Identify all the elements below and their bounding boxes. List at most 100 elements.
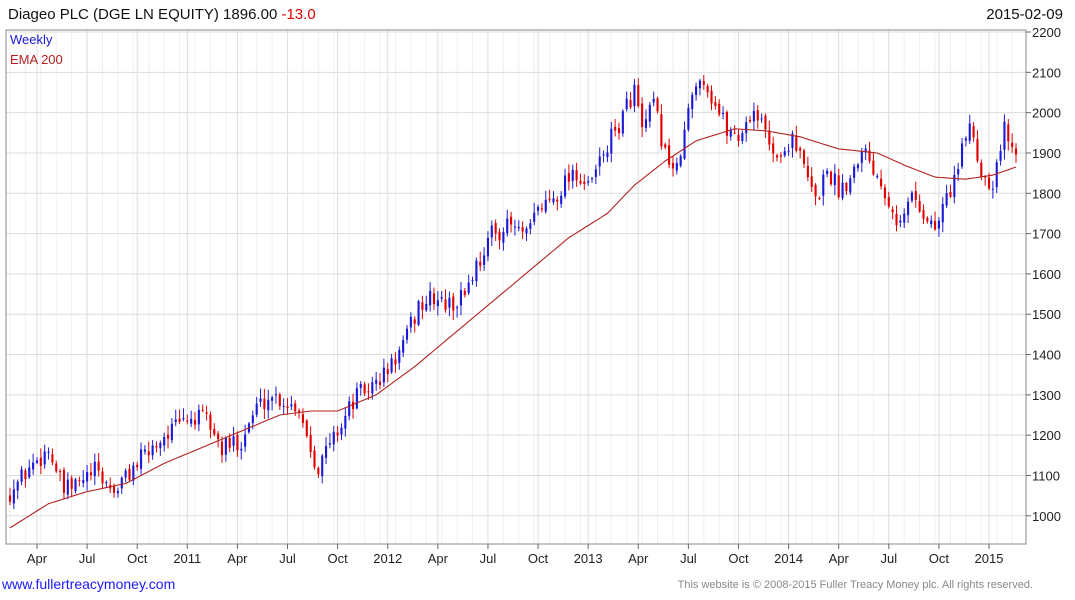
candle-body [259, 398, 262, 402]
candle-body [995, 162, 998, 188]
candle-body [814, 184, 817, 197]
x-axis: Apr Jul Oct 2011 Apr Jul Oct 2012 Apr Jul Oct 2013 A… [27, 544, 1003, 566]
candle-body [941, 203, 944, 223]
candle-body [664, 144, 667, 148]
legend-weekly: Weekly [10, 32, 52, 47]
y-tick-label: 2100 [1032, 65, 1061, 80]
legend-ema-label: EMA 200 [10, 52, 63, 67]
y-tick-label: 2200 [1032, 25, 1061, 40]
candle-body [182, 418, 185, 420]
candle-body [394, 359, 397, 365]
candle-body [957, 168, 960, 175]
candle-body [579, 180, 582, 184]
candle-body [510, 216, 513, 225]
candle-body [432, 293, 436, 305]
candle-body [891, 209, 894, 213]
candle-body [540, 208, 543, 210]
candle-body [70, 478, 73, 489]
x-tick-label: Oct [728, 551, 749, 566]
candle-body [255, 403, 258, 415]
y-tick-label: 1000 [1032, 509, 1061, 524]
candle-body [197, 409, 200, 425]
candle-body [398, 350, 401, 364]
candle-body [714, 102, 717, 106]
candle-body [544, 199, 547, 212]
candle-body [710, 90, 713, 104]
candle-body [826, 170, 829, 174]
candle-body [741, 133, 744, 141]
candle-body [883, 187, 887, 199]
candle-body [82, 480, 85, 483]
candle-body [147, 451, 150, 456]
candle-body [976, 138, 979, 161]
candle-body [463, 290, 466, 295]
candle-body [128, 468, 131, 480]
candle-body [614, 126, 617, 131]
candle-body [116, 490, 119, 494]
candle-body [764, 115, 767, 130]
chart-title: Diageo PLC (DGE LN EQUITY) 1896.00 -13.0 [8, 6, 316, 23]
legend-ema: EMA 200 [10, 52, 63, 67]
candle-body [571, 169, 574, 181]
candle-body [409, 316, 412, 328]
y-tick-label: 1600 [1032, 267, 1061, 282]
candle-body [309, 434, 312, 452]
candle-body [513, 226, 516, 228]
candle-body [668, 145, 671, 165]
candle-body [841, 182, 844, 198]
candle-body [903, 213, 906, 223]
candle-body [1003, 121, 1006, 150]
candle-body [756, 110, 759, 121]
candle-body [479, 261, 482, 266]
candle-body [502, 232, 505, 243]
candle-body [641, 103, 644, 127]
candle-body [671, 162, 675, 169]
y-tick-label: 1500 [1032, 307, 1061, 322]
candle-body [933, 221, 937, 230]
candle-body [89, 472, 93, 476]
candle-body [945, 193, 948, 206]
candle-body [984, 176, 987, 178]
candle-body [390, 358, 393, 373]
candle-body [105, 482, 108, 484]
candle-body [787, 150, 790, 152]
candle-body [178, 418, 181, 422]
candle-body [1014, 148, 1018, 155]
candle-body [791, 133, 794, 148]
candle-body [298, 410, 301, 413]
candle-body [240, 448, 243, 451]
candle-body [193, 419, 197, 425]
candle-body [8, 495, 12, 502]
candle-body [174, 419, 177, 423]
x-tick-label: 2014 [774, 551, 803, 566]
candle-body [86, 472, 89, 482]
candle-body [926, 217, 929, 222]
candle-body [621, 111, 624, 134]
candle-body [375, 379, 378, 384]
candle-body [872, 160, 875, 175]
candle-body [899, 220, 902, 223]
candle-body [421, 302, 424, 310]
candle-body [799, 148, 802, 151]
x-tick-label: Oct [929, 551, 950, 566]
candle-body [66, 479, 69, 495]
candle-body [220, 441, 224, 456]
website-link[interactable]: www.fullertreacymoney.com [2, 576, 176, 592]
copyright-text: This website is © 2008-2015 Fuller Treac… [677, 579, 1033, 591]
candle-body [606, 152, 609, 158]
candle-body [930, 220, 933, 225]
y-tick-label: 1700 [1032, 227, 1061, 242]
candle-body [687, 107, 690, 130]
candle-body [590, 178, 594, 180]
candle-body [937, 220, 940, 229]
candle-body [587, 181, 590, 183]
candle-body [648, 104, 651, 122]
candle-body [344, 415, 347, 429]
x-tick-label: Apr [829, 551, 850, 566]
candle-body [656, 98, 659, 112]
y-tick-label: 1200 [1032, 428, 1061, 443]
candle-body [159, 442, 162, 449]
candle-body [97, 461, 100, 471]
candle-body [876, 175, 879, 178]
candle-body [602, 154, 605, 156]
